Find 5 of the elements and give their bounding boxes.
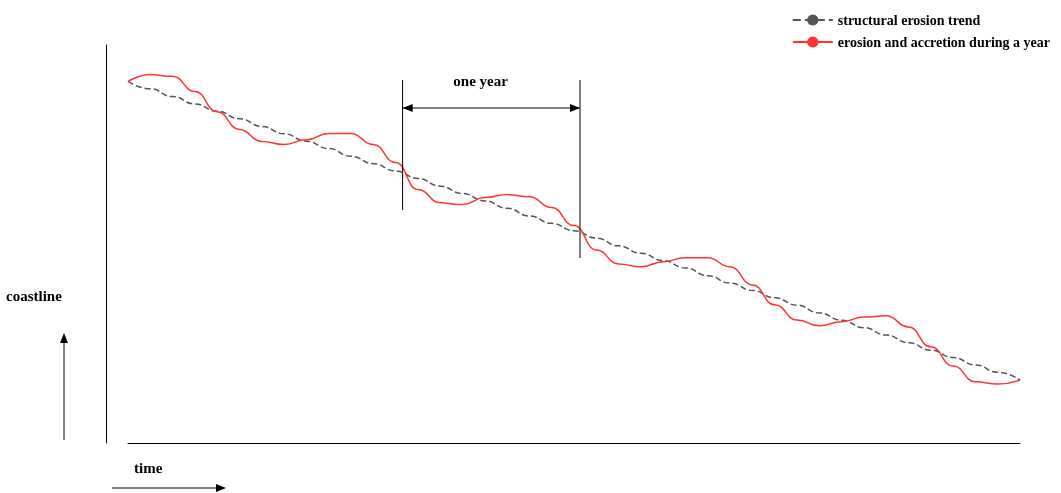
annotation: one year [453,72,509,89]
legend-label: structural erosion trend [837,12,981,28]
x-axis-title: time [134,459,163,476]
y-axis-title: coastline [6,287,63,304]
legend-label: erosion and accretion during a year [837,34,1050,50]
